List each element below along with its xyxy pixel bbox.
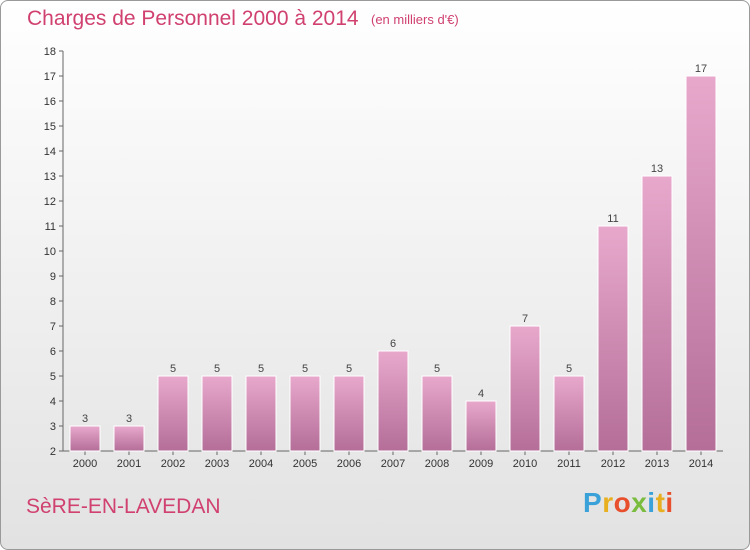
bar — [685, 75, 717, 452]
bar — [201, 375, 233, 452]
bar — [289, 375, 321, 452]
bar-value-label: 5 — [214, 363, 220, 375]
y-tick-label: 10 — [44, 246, 56, 258]
y-tick-label: 5 — [50, 371, 56, 383]
bar-value-label: 5 — [566, 363, 572, 375]
bar — [641, 175, 673, 452]
bar-value-label: 11 — [607, 213, 618, 225]
brand-letter: x — [631, 487, 648, 518]
y-tick-label: 6 — [50, 346, 56, 358]
y-tick-label: 2 — [50, 446, 56, 458]
bar — [421, 375, 453, 452]
brand-letter: o — [613, 487, 632, 518]
y-tick-label: 15 — [44, 121, 56, 133]
y-tick-label: 7 — [50, 321, 56, 333]
x-tick-label: 2012 — [601, 458, 625, 470]
x-tick-label: 2014 — [689, 458, 713, 470]
bar-value-label: 17 — [695, 63, 707, 75]
y-tick-label: 4 — [50, 396, 56, 408]
x-tick-label: 2004 — [249, 458, 273, 470]
bar-value-label: 13 — [651, 163, 663, 175]
chart-title: Charges de Personnel 2000 à 2014 — [27, 7, 359, 30]
x-tick-label: 2001 — [117, 458, 141, 470]
x-tick-label: 2005 — [293, 458, 317, 470]
bar — [333, 375, 365, 452]
bar-value-label: 3 — [126, 413, 132, 425]
y-tick-label: 14 — [44, 146, 56, 158]
bar-value-label: 5 — [302, 363, 308, 375]
x-tick-label: 2010 — [513, 458, 537, 470]
bar — [245, 375, 277, 452]
bar — [597, 225, 629, 452]
x-tick-label: 2003 — [205, 458, 229, 470]
bar-value-label: 5 — [346, 363, 352, 375]
x-tick-label: 2000 — [73, 458, 97, 470]
y-tick-label: 16 — [44, 96, 56, 108]
bar-value-label: 5 — [434, 363, 440, 375]
bar — [465, 400, 497, 452]
bar — [509, 325, 541, 452]
y-tick-label: 13 — [44, 171, 56, 183]
brand-letter: i — [665, 487, 674, 518]
x-tick-label: 2013 — [645, 458, 669, 470]
x-tick-label: 2002 — [161, 458, 185, 470]
bar — [157, 375, 189, 452]
bar — [553, 375, 585, 452]
bar-value-label: 6 — [390, 338, 396, 350]
bar — [113, 425, 145, 452]
brand-letter: i — [647, 487, 656, 518]
bar-value-label: 5 — [258, 363, 264, 375]
y-tick-label: 12 — [44, 196, 56, 208]
brand-letter: r — [602, 487, 614, 518]
bar-value-label: 5 — [170, 363, 176, 375]
y-tick-label: 8 — [50, 296, 56, 308]
bar-value-label: 4 — [478, 388, 484, 400]
proxiti-logo[interactable]: Proxiti — [583, 487, 674, 519]
x-tick-label: 2009 — [469, 458, 493, 470]
y-tick-label: 3 — [50, 421, 56, 433]
bar — [69, 425, 101, 452]
y-tick-label: 9 — [50, 271, 56, 283]
x-tick-label: 2006 — [337, 458, 361, 470]
x-tick-label: 2011 — [557, 458, 581, 470]
y-tick-label: 17 — [44, 71, 56, 83]
y-tick-label: 18 — [44, 46, 56, 58]
bar-value-label: 7 — [522, 313, 528, 325]
brand-letter: P — [583, 487, 603, 518]
brand-letter: t — [655, 487, 666, 518]
bar — [377, 350, 409, 452]
bar-value-label: 3 — [82, 413, 88, 425]
x-tick-label: 2008 — [425, 458, 449, 470]
y-tick-label: 11 — [45, 221, 56, 233]
x-tick-label: 2007 — [381, 458, 405, 470]
chart-subtitle: (en milliers d'€) — [371, 12, 459, 27]
commune-name: SèRE-EN-LAVEDAN — [26, 495, 221, 518]
